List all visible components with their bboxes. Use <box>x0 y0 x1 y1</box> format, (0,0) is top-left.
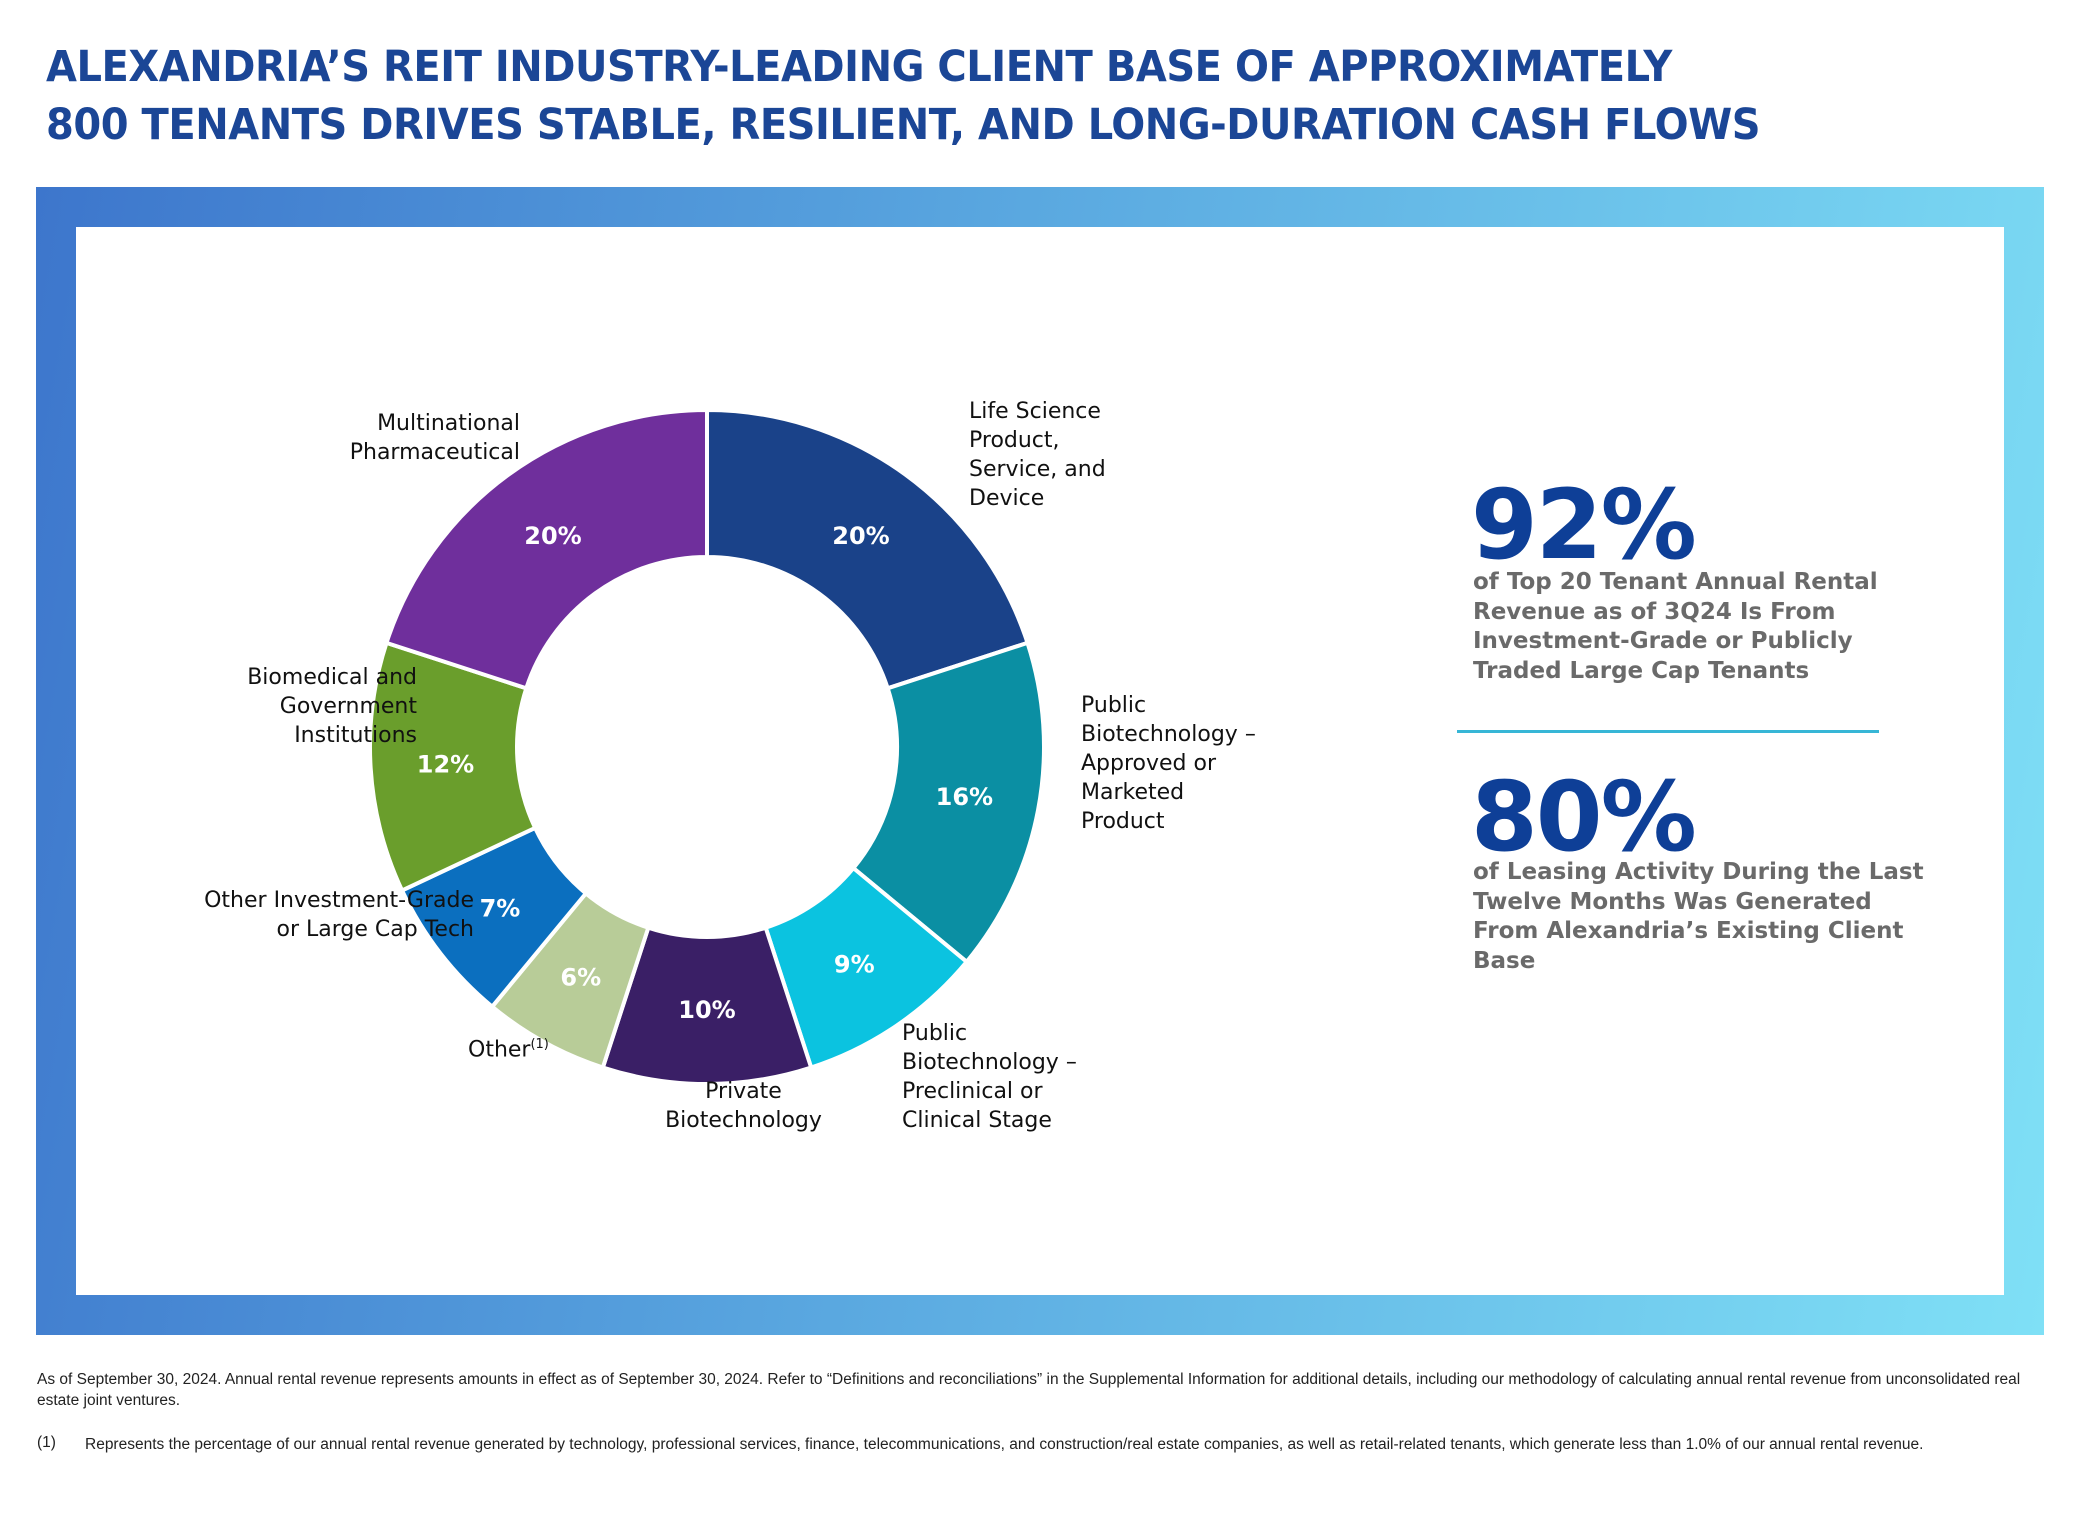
slice-label-multinational-pharmaceutical: Multinational Pharmaceutical <box>349 411 520 465</box>
donut-value-label-3: 10% <box>678 996 735 1024</box>
stat-description-80: of Leasing Activity During the Last Twel… <box>1473 859 1924 974</box>
stat-value-92: 92% <box>1471 469 1697 581</box>
page-title: ALEXANDRIA’S REIT INDUSTRY-LEADING CLIEN… <box>46 38 1887 154</box>
slice-label-private-biotech: Private Biotechnology <box>665 1079 822 1133</box>
donut-value-label-0: 20% <box>832 522 889 550</box>
donut-value-label-1: 16% <box>936 783 993 811</box>
stat-value-80: 80% <box>1471 761 1697 873</box>
slice-label-public-biotech-approved: Public Biotechnology – Approved or Marke… <box>1081 693 1256 834</box>
slice-label-other-text: Other <box>468 1037 531 1063</box>
donut-value-label-6: 12% <box>417 750 474 778</box>
donut-slice-7 <box>383 407 709 691</box>
donut-value-label-2: 9% <box>834 951 875 979</box>
donut-value-label-5: 7% <box>480 895 521 923</box>
stat-description-92: of Top 20 Tenant Annual Rental Revenue a… <box>1473 569 1878 684</box>
slice-label-biomedical-government: Biomedical and Government Institutions <box>247 665 417 748</box>
gradient-frame: 20% 16% 9% 10% 6% 7% 12% 20% Multinational Phar… <box>36 187 2044 1335</box>
footnote-number: (1) <box>37 1434 56 1451</box>
donut-value-label-4: 6% <box>560 964 601 992</box>
donut-slice-1 <box>850 640 1046 965</box>
stat-divider <box>1457 730 1879 733</box>
content-panel: 20% 16% 9% 10% 6% 7% 12% 20% Multinational Phar… <box>76 227 2004 1295</box>
footnote-text: Represents the percentage of our annual … <box>85 1436 1924 1453</box>
slice-label-life-science: Life Science Product, Service, and Devic… <box>969 399 1106 511</box>
slice-label-other: Other(1) <box>468 1030 549 1064</box>
donut-chart: 20% 16% 9% 10% 6% 7% 12% 20% <box>368 407 1046 1086</box>
page-title-line-1: ALEXANDRIA’S REIT INDUSTRY-LEADING CLIEN… <box>46 42 1672 92</box>
slice-label-public-biotech-preclinical: Public Biotechnology – Preclinical or Cl… <box>902 1021 1077 1133</box>
donut-value-label-7: 20% <box>524 522 581 550</box>
page-title-line-2: 800 TENANTS DRIVES STABLE, RESILIENT, AN… <box>46 100 1761 150</box>
footnote-marker: (1) <box>530 1037 549 1052</box>
footer-note: As of September 30, 2024. Annual rental … <box>37 1371 2021 1409</box>
donut-slice-0 <box>705 407 1031 691</box>
slice-label-other-ig-tech: Other Investment-Grade or Large Cap Tech <box>204 888 474 942</box>
